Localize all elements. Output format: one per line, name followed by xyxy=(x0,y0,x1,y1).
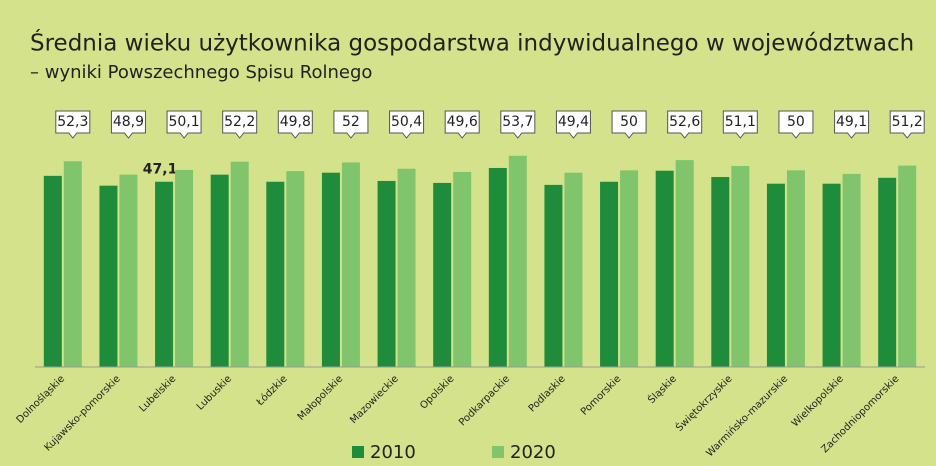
label-box xyxy=(667,110,703,139)
bar xyxy=(175,169,194,367)
x-tick-label: Podlaskie xyxy=(527,373,568,414)
bar xyxy=(453,171,472,367)
bar xyxy=(119,174,138,367)
bar xyxy=(564,172,583,367)
bar xyxy=(508,155,527,367)
bar xyxy=(600,181,619,367)
label-box xyxy=(555,110,591,139)
x-tick-label: Śląskie xyxy=(645,372,679,406)
data-label: 49,4 xyxy=(558,114,589,130)
legend-swatch xyxy=(492,446,504,458)
data-label: 53,7 xyxy=(502,114,533,130)
bar xyxy=(620,170,639,367)
x-tick-label: Małopolskie xyxy=(296,373,345,422)
bar xyxy=(766,183,785,367)
chart-title: Średnia wieku użytkownika gospodarstwa i… xyxy=(30,29,914,57)
bar xyxy=(286,171,305,367)
bar xyxy=(377,180,396,367)
bar xyxy=(842,173,861,367)
bar xyxy=(230,161,249,367)
bar xyxy=(433,182,452,367)
data-label: 52,6 xyxy=(669,114,700,130)
x-tick-label: Lubuskie xyxy=(195,373,234,412)
bar xyxy=(675,160,694,367)
label-box xyxy=(166,110,202,139)
data-label: 48,9 xyxy=(113,114,144,130)
bar xyxy=(266,181,285,367)
x-tick-label: Dolnośląskie xyxy=(14,373,67,426)
data-label: 51,1 xyxy=(725,114,756,130)
label-box xyxy=(889,110,925,139)
x-tick-label: Wielkopolskie xyxy=(790,373,846,429)
bar xyxy=(878,177,897,367)
bar xyxy=(655,170,674,367)
label-box xyxy=(722,110,758,139)
data-label: 49,8 xyxy=(280,114,311,130)
bar xyxy=(341,162,360,367)
x-tick-label: Lubelskie xyxy=(137,373,178,414)
chart-subtitle: – wyniki Powszechnego Spisu Rolnego xyxy=(30,62,372,83)
bar xyxy=(63,161,82,367)
bar xyxy=(898,165,917,367)
x-tick-label: Świętokrzyskie xyxy=(673,372,735,434)
label-box xyxy=(277,110,313,139)
label-box xyxy=(110,110,146,139)
legend-label: 2020 xyxy=(510,442,556,463)
label-box xyxy=(500,110,536,139)
data-label: 51,2 xyxy=(892,114,923,130)
data-label: 50,1 xyxy=(168,114,199,130)
label-box xyxy=(222,110,258,139)
bar xyxy=(155,181,174,367)
bar xyxy=(43,175,62,367)
x-tick-label: Mazowieckie xyxy=(348,373,401,426)
data-label: 49,1 xyxy=(836,114,867,130)
bar xyxy=(544,184,563,367)
x-tick-label: Opolskie xyxy=(418,373,456,411)
label-box xyxy=(778,110,814,139)
bar xyxy=(210,174,229,367)
data-label: 50,4 xyxy=(391,114,422,130)
data-label: 49,6 xyxy=(447,114,478,130)
bar xyxy=(99,185,118,367)
data-label: 47,1 xyxy=(143,162,178,178)
x-tick-label: Pomorskie xyxy=(579,373,623,417)
label-box xyxy=(333,110,369,139)
label-box xyxy=(389,110,425,139)
data-label: 52 xyxy=(342,114,360,130)
label-box xyxy=(55,110,91,139)
label-box xyxy=(611,110,647,139)
label-box xyxy=(834,110,870,139)
legend-swatch xyxy=(352,446,364,458)
x-tick-label: Podkarpackie xyxy=(457,373,512,428)
data-label: 52,3 xyxy=(57,114,88,130)
data-label: 50 xyxy=(787,114,805,130)
bar xyxy=(397,168,416,367)
x-tick-label: Łódzkie xyxy=(253,373,289,409)
bar xyxy=(321,172,340,367)
data-label: 50 xyxy=(620,114,638,130)
data-label: 52,2 xyxy=(224,114,255,130)
legend-label: 2010 xyxy=(370,442,416,463)
label-box xyxy=(444,110,480,139)
bar xyxy=(711,177,730,367)
bar xyxy=(488,167,507,367)
bar xyxy=(822,183,841,367)
bar xyxy=(786,170,805,367)
bar xyxy=(731,166,750,367)
